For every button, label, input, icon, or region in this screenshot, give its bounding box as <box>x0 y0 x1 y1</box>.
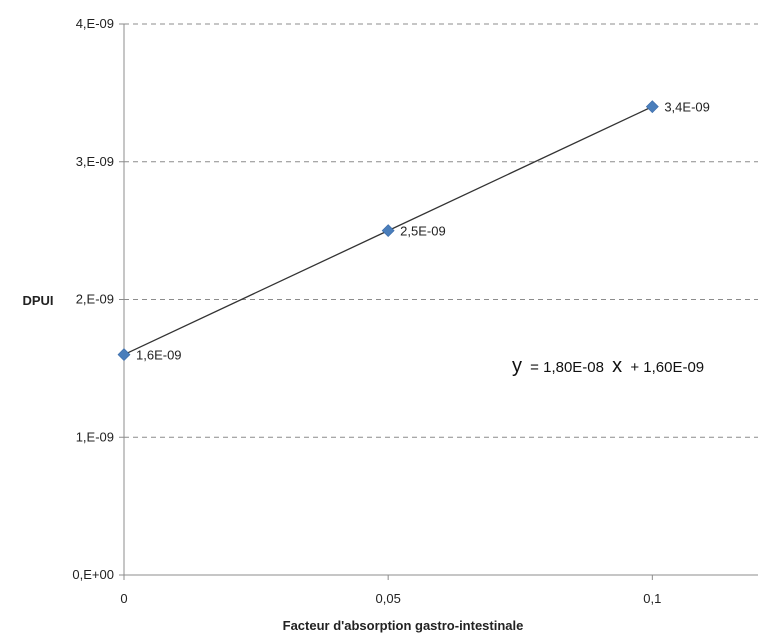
markers-layer <box>117 100 659 362</box>
gridlines <box>124 23 758 438</box>
data-point <box>117 348 131 362</box>
equation-intercept: + 1,60E-09 <box>630 359 704 376</box>
y-tick-label: 4,E-09 <box>76 16 114 31</box>
x-axis-title: Facteur d'absorption gastro-intestinale <box>283 618 524 633</box>
labels-layer: 1,6E-09 2,5E-09 3,4E-09 <box>136 100 710 363</box>
x-tick-label: 0,1 <box>643 591 661 606</box>
equation-x-symbol: x <box>612 355 622 377</box>
data-point <box>645 100 659 114</box>
equation-y-symbol: y <box>512 355 522 377</box>
axes: 0,E+00 1,E-09 2,E-09 3,E-09 4,E-09 0 0,05 0,1 <box>72 16 758 606</box>
y-tick-label: 2,E-09 <box>76 292 114 307</box>
equation-slope: = 1,80E-08 <box>530 359 604 376</box>
y-tick-label: 0,E+00 <box>72 567 114 582</box>
x-tick-label: 0 <box>120 591 127 606</box>
y-tick-label: 1,E-09 <box>76 429 114 444</box>
data-label: 1,6E-09 <box>136 348 182 363</box>
y-axis-title: DPUI <box>22 293 53 308</box>
y-tick-label: 3,E-09 <box>76 154 114 169</box>
data-label: 2,5E-09 <box>400 224 446 239</box>
data-point <box>381 224 395 238</box>
trendline-equation: y = 1,80E-08 x + 1,60E-09 <box>512 355 704 377</box>
data-label: 3,4E-09 <box>664 100 710 115</box>
x-tick-label: 0,05 <box>376 591 401 606</box>
